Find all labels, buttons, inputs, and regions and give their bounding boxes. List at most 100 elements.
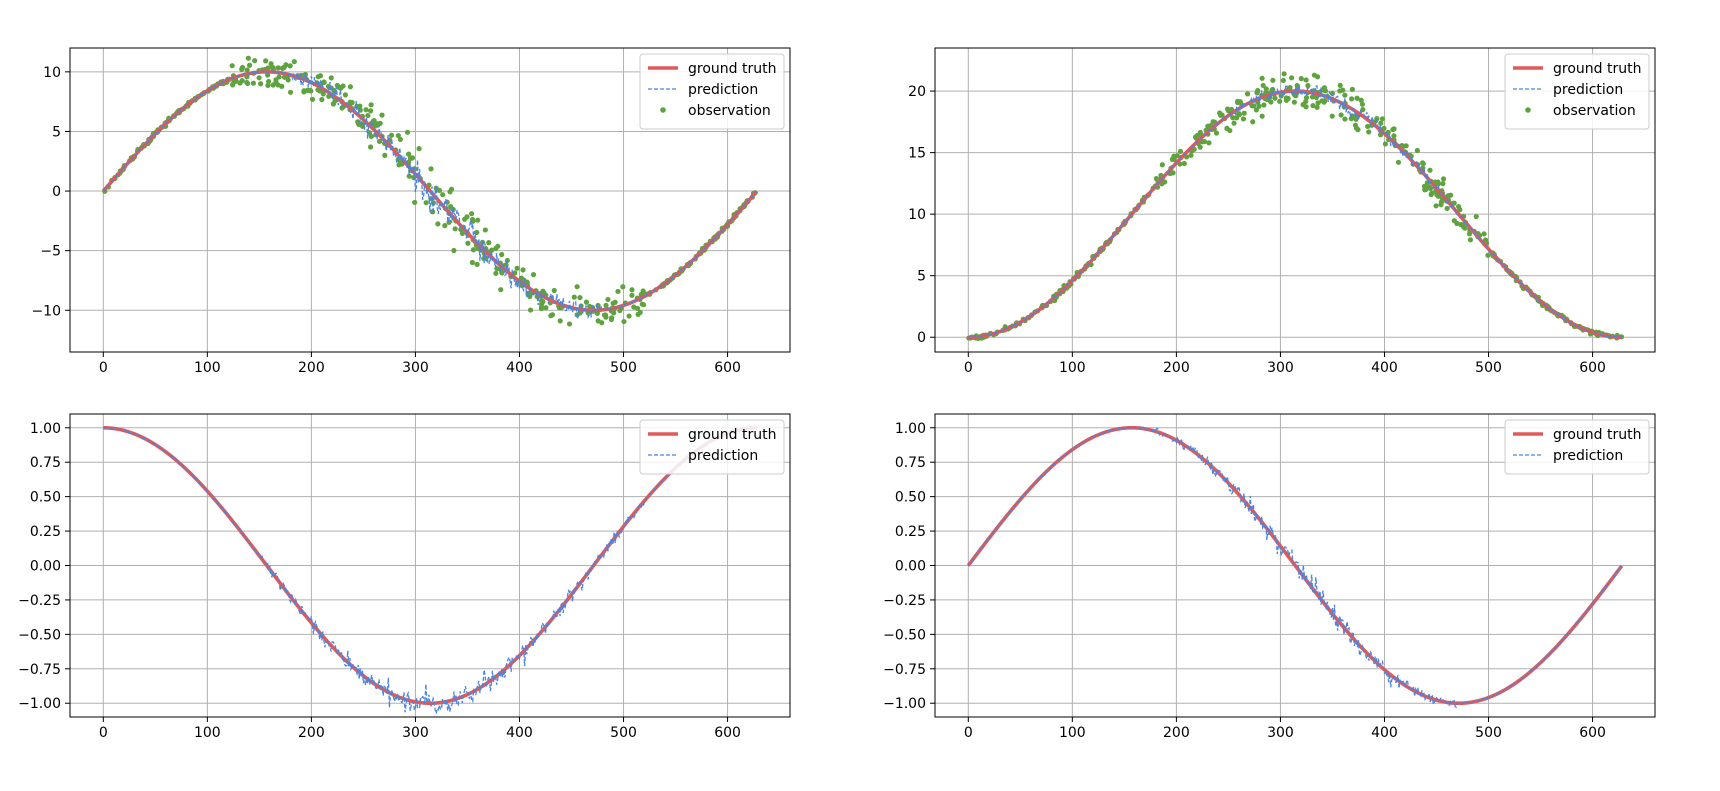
observation-point xyxy=(474,261,480,267)
observation-point xyxy=(321,79,327,85)
observation-point xyxy=(557,318,563,324)
observation-point xyxy=(1291,99,1297,105)
observation-point xyxy=(1280,77,1286,84)
observation-point xyxy=(577,294,583,301)
observation-point xyxy=(479,239,486,245)
observation-point xyxy=(336,84,342,90)
observation-point xyxy=(1177,148,1184,154)
x-tick-label: 600 xyxy=(1579,360,1606,376)
x-tick-label: 500 xyxy=(610,725,637,741)
observation-point xyxy=(265,82,271,89)
observation-point xyxy=(1253,107,1259,113)
observation-point xyxy=(363,107,369,113)
observation-point xyxy=(603,302,609,308)
y-tick-label: −5 xyxy=(40,244,61,260)
observation-point xyxy=(368,108,374,114)
observation-point xyxy=(1391,133,1397,139)
legend-observation-swatch xyxy=(1525,107,1531,113)
x-tick-label: 200 xyxy=(298,725,325,741)
x-tick-label: 300 xyxy=(1267,360,1294,376)
legend-label: prediction xyxy=(1553,448,1623,464)
observation-point xyxy=(1256,103,1262,109)
plot-area xyxy=(103,425,758,714)
observation-point xyxy=(281,64,287,70)
observation-point xyxy=(252,58,258,64)
x-tick-label: 0 xyxy=(964,725,973,741)
x-tick-label: 300 xyxy=(1267,725,1294,741)
observation-point xyxy=(368,102,374,108)
observation-point xyxy=(1349,86,1355,92)
y-tick-label: −1.00 xyxy=(883,696,926,712)
y-axis: −1.00 −0.75 −0.50 −0.25 0.00 0.25 0.50 0.75 1.00 xyxy=(18,421,70,712)
observation-point xyxy=(520,267,526,273)
y-tick-label: −0.25 xyxy=(883,593,926,609)
observation-point xyxy=(1315,100,1321,106)
x-tick-label: 400 xyxy=(506,360,533,376)
observation-point xyxy=(610,300,616,306)
legend-label: prediction xyxy=(1553,82,1623,98)
observation-point xyxy=(629,292,635,298)
y-tick-label: 0.00 xyxy=(895,559,926,575)
observation-point xyxy=(1254,90,1260,96)
y-tick-label: 0.50 xyxy=(30,490,61,506)
observation-point xyxy=(1451,218,1457,224)
observation-point xyxy=(556,305,563,311)
observation-point xyxy=(1169,156,1175,162)
observation-point xyxy=(1382,141,1389,147)
observation-point xyxy=(1420,161,1426,167)
observation-point xyxy=(275,82,281,88)
observation-point xyxy=(626,313,632,319)
observation-point xyxy=(498,287,504,293)
plot-area xyxy=(966,425,1624,708)
observation-point xyxy=(1263,86,1269,92)
observation-point xyxy=(330,101,337,107)
observation-point xyxy=(1188,152,1194,158)
series-prediction xyxy=(967,425,1623,708)
observation-point xyxy=(376,138,383,144)
observation-point xyxy=(566,321,573,327)
observation-point xyxy=(1170,170,1176,176)
observation-point xyxy=(495,243,501,249)
observation-point xyxy=(469,211,475,217)
x-tick-label: 0 xyxy=(99,360,108,376)
observation-point xyxy=(1225,108,1232,114)
observation-point xyxy=(406,151,412,157)
y-tick-label: −0.75 xyxy=(883,662,926,678)
observation-point xyxy=(423,200,429,206)
x-tick-label: 500 xyxy=(1475,725,1502,741)
observation-point xyxy=(615,288,621,295)
observation-point xyxy=(1460,223,1466,230)
observation-point xyxy=(1338,112,1344,118)
observation-point xyxy=(1217,110,1223,116)
observation-point xyxy=(244,67,250,73)
observation-point xyxy=(1259,113,1265,119)
observation-point xyxy=(1230,115,1236,121)
observation-point xyxy=(574,284,580,290)
legend-label: observation xyxy=(1553,103,1636,119)
y-tick-label: −0.75 xyxy=(18,662,61,678)
observation-point xyxy=(629,287,635,293)
y-tick-label: 0.25 xyxy=(30,524,61,540)
observation-point xyxy=(406,173,412,179)
legend-observation-swatch xyxy=(660,107,666,113)
observation-point xyxy=(258,81,264,87)
observation-point xyxy=(1322,88,1329,94)
observation-point xyxy=(404,129,411,135)
y-tick-label: −0.50 xyxy=(18,627,61,643)
legend-label: ground truth xyxy=(688,427,776,443)
legend-label: observation xyxy=(688,103,771,119)
observation-point xyxy=(256,75,262,81)
observation-point xyxy=(1311,72,1317,78)
observation-point xyxy=(1365,123,1371,130)
observation-point xyxy=(1310,102,1316,109)
x-axis: 0 100 200 300 400 500 600 xyxy=(964,717,1606,741)
observation-point xyxy=(499,251,505,258)
observation-point xyxy=(1429,190,1435,196)
observation-point xyxy=(1358,97,1364,103)
observation-point xyxy=(540,299,546,305)
observation-point xyxy=(599,320,605,326)
observation-point xyxy=(1481,231,1487,237)
observation-point xyxy=(1319,98,1325,104)
observation-point xyxy=(448,186,455,192)
observation-point xyxy=(474,229,480,236)
